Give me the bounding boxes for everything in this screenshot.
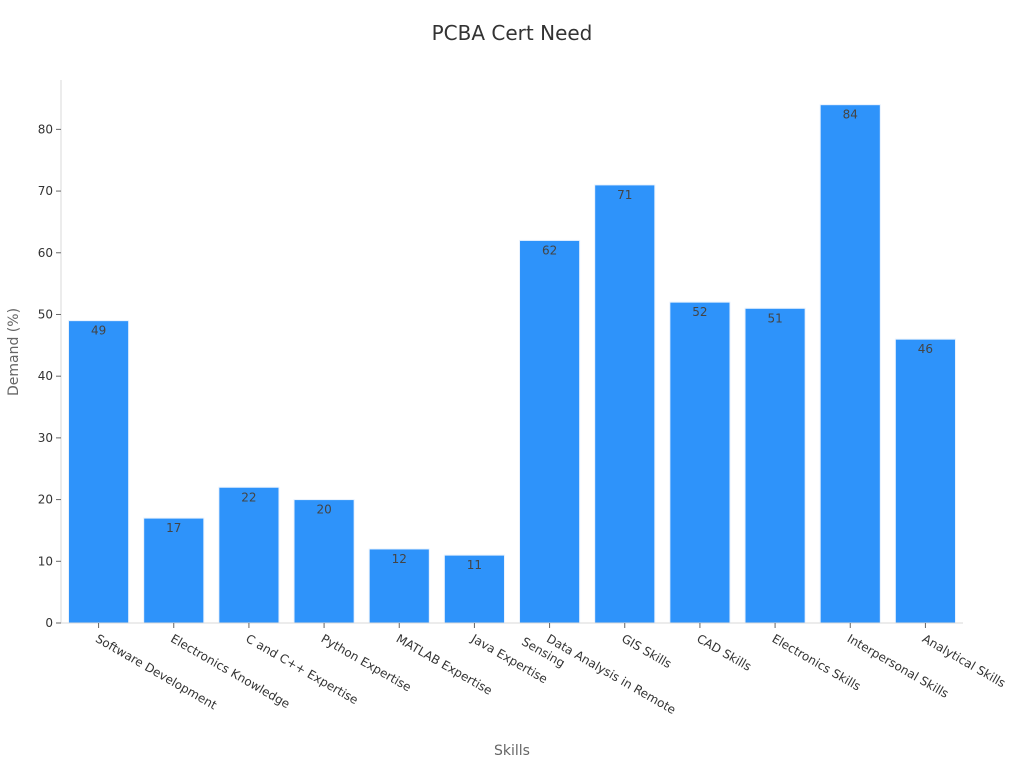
data-label: 11 [467,558,482,572]
data-label: 22 [241,490,256,504]
y-tick-label: 40 [38,369,53,383]
y-tick-label: 50 [38,307,53,321]
data-label: 20 [316,503,331,517]
bar [218,486,280,624]
data-label: 71 [617,188,632,202]
data-label: 84 [843,108,858,122]
data-label: 12 [392,552,407,566]
y-tick-label: 10 [38,554,53,568]
y-tick-label: 60 [38,246,53,260]
bars-group: 49 17 22 20 12 11 62 71 52 51 84 46 [68,104,956,624]
x-tick-label: GIS Skills [619,631,674,671]
x-tick-label: CAD Skills [694,631,753,673]
bar [368,548,430,624]
y-tick-label: 70 [38,184,53,198]
bar [519,239,581,624]
y-tick-label: 30 [38,431,53,445]
data-label: 49 [91,324,106,338]
x-tick-label: Software Development [93,631,219,712]
bar [894,338,956,624]
bar [143,517,205,624]
y-tick-label: 0 [45,616,53,630]
data-label: 17 [166,521,181,535]
bar [669,301,731,624]
chart-title: PCBA Cert Need [432,21,593,45]
bar [594,184,656,624]
x-tick-label: Electronics Knowledge [168,631,292,711]
bar [68,320,130,624]
bar [819,104,881,624]
data-label: 52 [692,305,707,319]
x-axis-title: Skills [494,743,530,759]
y-axis: 0 10 20 30 40 50 60 70 80 [38,80,62,630]
y-axis-title: Demand (%) [6,308,22,396]
data-label: 46 [918,342,933,356]
y-tick-label: 80 [38,122,53,136]
bar [293,499,355,624]
y-tick-label: 20 [38,493,53,507]
bar [744,307,806,624]
data-label: 51 [767,311,782,325]
data-label: 62 [542,243,557,257]
